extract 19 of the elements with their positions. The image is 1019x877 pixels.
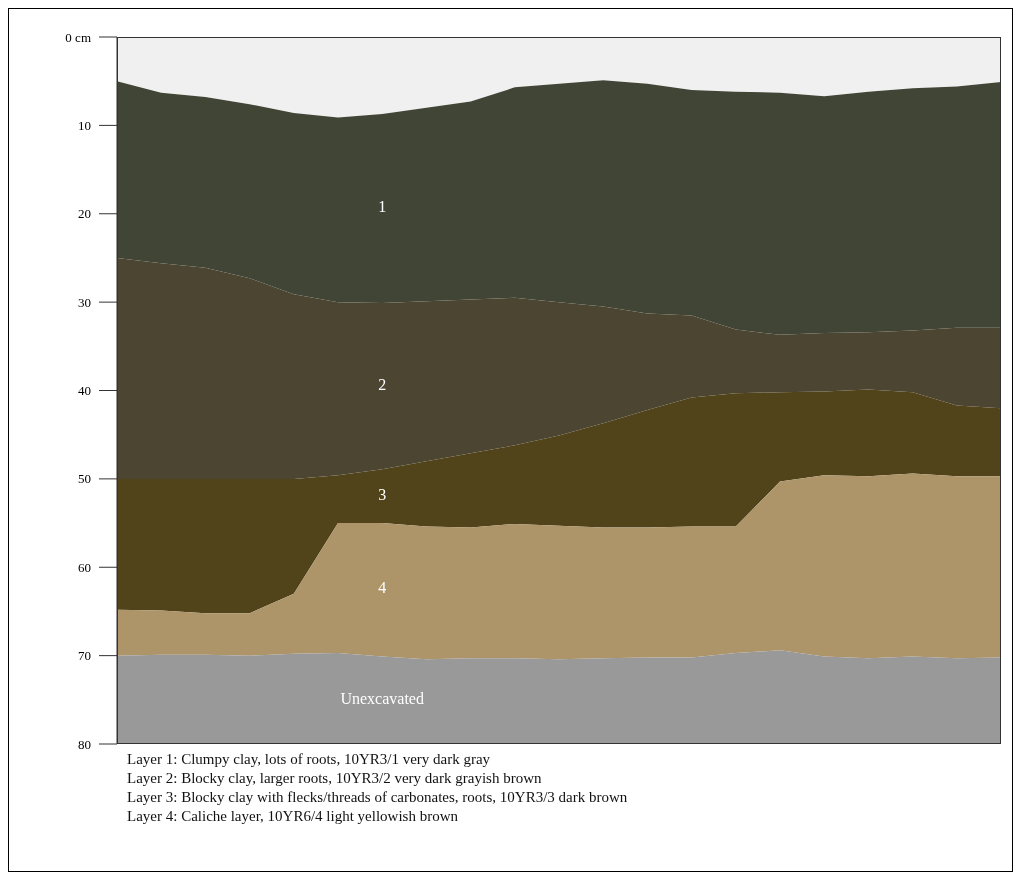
series-label: Unexcavated xyxy=(340,689,424,707)
series-label: 3 xyxy=(378,485,387,503)
series-label: 2 xyxy=(378,375,387,393)
y-tick-label: 80 xyxy=(78,736,91,752)
figure-border: 0 cm 10 20 30 40 50 60 70 80 1 2 3 4 Unexcavated Layer 1: Clumpy clay, lots of roots, 10YR3/1 very dark gray Layer 2: Blocky clay, larger roots, 10YR3/2 very dark grayish brown Layer 3: Blocky clay with flecks/threads of carbonates, roots, 10YR3/3 dark brown Layer 4: Caliche layer, 10YR6/4 light yellowish brown xyxy=(8,8,1013,872)
y-tick-label: 0 cm xyxy=(65,29,91,45)
y-tick-label: 20 xyxy=(78,206,91,222)
y-tick-label: 30 xyxy=(78,294,91,310)
text: Layer 2: Blocky clay, larger roots, 10YR3/2 very dark grayish brown xyxy=(127,769,543,788)
series-label: 4 xyxy=(378,579,387,597)
text: Layer 4: Caliche layer, 10YR6/4 light yellowish brown xyxy=(127,807,459,826)
text: Layer 3: Blocky clay with flecks/threads of carbonates, roots, 10YR3/3 dark brown xyxy=(127,788,628,807)
y-tick-label: 10 xyxy=(78,117,91,133)
y-tick-label: 40 xyxy=(78,383,91,399)
y-tick-label: 60 xyxy=(78,559,91,575)
series-label: 1 xyxy=(378,198,387,216)
y-tick-label: 50 xyxy=(78,471,91,487)
text: Layer 1: Clumpy clay, lots of roots, 10YR3/1 very dark gray xyxy=(127,750,492,769)
y-tick-label: 70 xyxy=(78,648,91,664)
